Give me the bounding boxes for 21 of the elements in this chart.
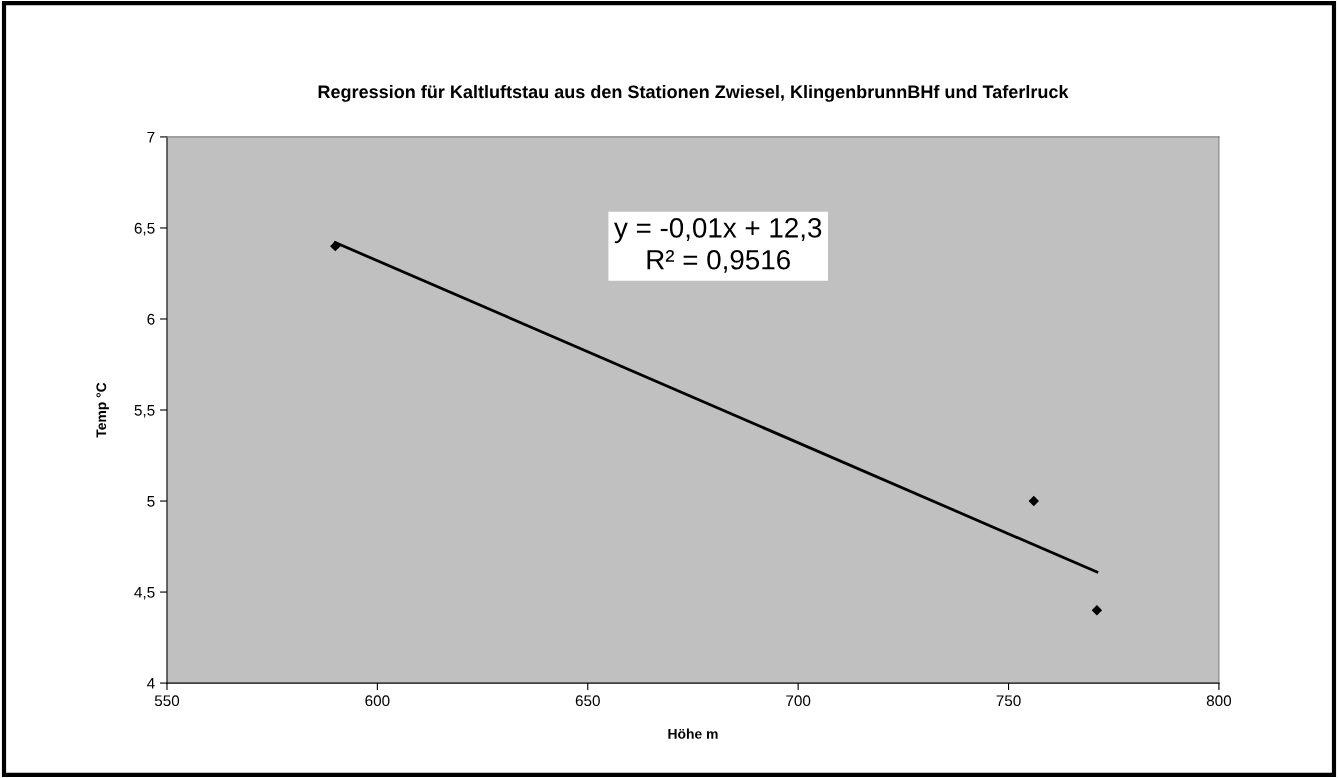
chart-title: Regression für Kaltluftstau aus den Stationen Zwiesel, KlingenbrunnBHf und Taferlruck (318, 84, 1069, 102)
x-tick-label: 650 (575, 695, 600, 707)
x-tick-label: 750 (996, 695, 1021, 707)
y-tick-label: 6 (147, 313, 155, 325)
annotation: y = -0,01x + 12,3 (614, 217, 822, 244)
point (330, 240, 341, 252)
y-tick-label: 7 (147, 131, 155, 143)
x-tick-label: 700 (786, 695, 811, 707)
y-tick-label: 5,5 (134, 405, 155, 418)
annotation: R² = 0,9516 (647, 249, 790, 273)
y-axis-title: Temp °C (96, 382, 109, 438)
y-tick-label: 4,5 (134, 587, 155, 600)
x-tick-label: 800 (1206, 695, 1232, 707)
x-tick-label: 600 (365, 695, 390, 707)
y-tick-label: 6,5 (134, 222, 155, 236)
point (1091, 605, 1103, 616)
point (1028, 495, 1039, 507)
y-tick-label: 5 (147, 496, 155, 507)
x-tick-label: 550 (154, 695, 180, 707)
x-axis-title: Höhe m (668, 728, 718, 739)
y-tick-label: 4 (147, 678, 155, 689)
